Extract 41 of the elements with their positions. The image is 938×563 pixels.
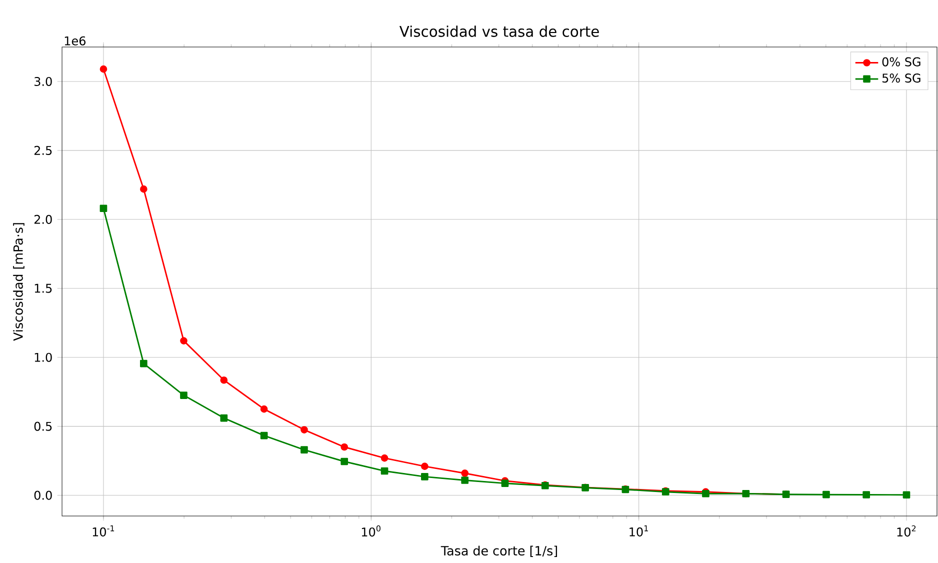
point bbox=[260, 405, 268, 413]
y-tick-label: 2.5 bbox=[34, 146, 52, 155]
chart-title: Viscosidad vs tasa de corte bbox=[399, 26, 599, 37]
point bbox=[902, 491, 910, 499]
point bbox=[260, 432, 268, 440]
point bbox=[100, 204, 108, 212]
point bbox=[220, 376, 228, 384]
point bbox=[862, 491, 870, 498]
point bbox=[340, 458, 348, 466]
point bbox=[220, 414, 228, 422]
point bbox=[380, 467, 388, 475]
point bbox=[380, 454, 388, 462]
point bbox=[140, 360, 148, 368]
point bbox=[421, 473, 428, 480]
y-tick-label: 0.0 bbox=[34, 490, 52, 500]
point bbox=[140, 185, 148, 193]
point bbox=[461, 476, 469, 484]
y-tick-label: 3.0 bbox=[34, 76, 52, 86]
point bbox=[340, 443, 348, 451]
point bbox=[300, 426, 308, 434]
y-tick-label: 1.0 bbox=[34, 352, 52, 362]
x-tick-label: 10$^{0}$ bbox=[362, 525, 380, 537]
point bbox=[501, 480, 509, 487]
point bbox=[100, 65, 108, 73]
x-tick-label: 10$^{1}$ bbox=[630, 525, 648, 536]
text: 1e6 bbox=[64, 36, 86, 46]
x-tick-label: 10$^{2}$ bbox=[897, 525, 916, 537]
point bbox=[461, 470, 469, 477]
y-tick-label: 2.0 bbox=[34, 214, 52, 224]
legend-label: 5% SG bbox=[882, 74, 920, 83]
point bbox=[421, 462, 428, 470]
point bbox=[822, 490, 830, 498]
y-tick-label: 0.5 bbox=[34, 422, 52, 431]
y-axis-title: Viscosidad [mPa·s] bbox=[13, 223, 24, 341]
x-axis-title: Tasa de corte [1/s] bbox=[440, 546, 557, 558]
point bbox=[180, 337, 188, 344]
x-tick-label: 10$^{-1}$ bbox=[92, 525, 114, 536]
y-tick-label: 1.5 bbox=[34, 284, 52, 293]
point bbox=[300, 446, 308, 454]
point bbox=[180, 392, 188, 399]
legend-label: 0% SG bbox=[882, 57, 920, 66]
